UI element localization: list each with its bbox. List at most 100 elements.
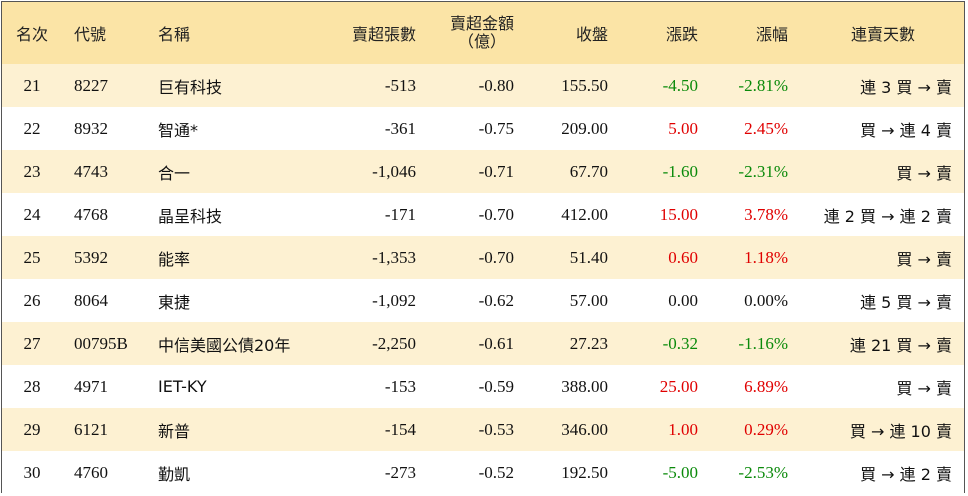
header-net-sell-amount-unit: （億）	[457, 32, 506, 51]
table-row: 22 8932 智通* -361 -0.75 209.00 5.00 2.45% 買 → 連 4…	[2, 107, 964, 150]
header-rank: 名次	[15, 25, 48, 44]
table-header: 名次 代號 名稱 賣超張數 賣超金額 （億） 收盤 漲跌 漲幅 連賣天數	[2, 2, 964, 64]
header-net-sell-lots: 賣超張數	[351, 25, 416, 44]
table-body: 21 8227 巨有科技 -513 -0.80 155.50 -4.50 -2.81% 連 3 …	[2, 64, 964, 494]
cell-code: 5392	[74, 247, 108, 267]
header-streak: 連賣天數	[850, 25, 915, 44]
cell-streak: 買 → 賣	[896, 378, 952, 398]
cell-change-pct: 3.78%	[744, 204, 788, 224]
cell-change-pct: -2.81%	[738, 75, 788, 95]
cell-net-sell-amount: -0.62	[478, 290, 514, 310]
table-row: 25 5392 能率 -1,353 -0.70 51.40 0.60 1.18% 買 → 賣	[2, 236, 964, 279]
table-row: 21 8227 巨有科技 -513 -0.80 155.50 -4.50 -2.81% 連 3 …	[2, 64, 964, 107]
cell-net-sell-lots: -513	[384, 75, 416, 95]
cell-streak: 買 → 賣	[896, 249, 952, 269]
cell-change-pct: -2.31%	[738, 161, 788, 181]
cell-change-pct: 0.00%	[744, 290, 788, 310]
cell-close: 346.00	[561, 419, 608, 439]
cell-net-sell-lots: -1,092	[372, 290, 416, 310]
cell-close: 67.70	[569, 161, 608, 181]
table-row: 30 4760 勤凱 -273 -0.52 192.50 -5.00 -2.53% 買 → 連 …	[2, 451, 964, 494]
cell-net-sell-amount: -0.52	[478, 462, 514, 482]
cell-rank: 27	[23, 333, 41, 353]
cell-net-sell-amount: -0.70	[478, 247, 514, 267]
cell-net-sell-lots: -153	[384, 376, 416, 396]
header-change-pct: 漲幅	[755, 25, 788, 44]
cell-change-pct: 0.29%	[744, 419, 788, 439]
cell-change: -0.32	[662, 333, 698, 353]
table-row: 23 4743 合一 -1,046 -0.71 67.70 -1.60 -2.31% 買 → 賣	[2, 150, 964, 193]
header-code: 代號	[74, 25, 107, 44]
cell-rank: 30	[23, 462, 41, 482]
table-row: 27 00795B 中信美國公債20年 -2,250 -0.61 27.23 -0.32 -1…	[2, 322, 964, 365]
header-change: 漲跌	[665, 25, 698, 44]
cell-net-sell-amount: -0.61	[478, 333, 514, 353]
header-close: 收盤	[575, 25, 608, 44]
header-net-sell-amount: 賣超金額 （億）	[422, 15, 522, 51]
cell-change-pct: -1.16%	[738, 333, 788, 353]
cell-code: 8227	[74, 75, 108, 95]
cell-net-sell-lots: -361	[384, 118, 416, 138]
cell-net-sell-lots: -1,353	[372, 247, 416, 267]
cell-code: 00795B	[74, 333, 128, 353]
cell-change: 1.00	[668, 419, 698, 439]
cell-change: 25.00	[659, 376, 698, 396]
cell-rank: 29	[23, 419, 41, 439]
cell-net-sell-lots: -2,250	[372, 333, 416, 353]
cell-code: 8932	[74, 118, 108, 138]
cell-net-sell-amount: -0.70	[478, 204, 514, 224]
cell-streak: 買 → 連 2 賣	[860, 464, 952, 484]
cell-streak: 連 21 買 → 賣	[849, 335, 952, 355]
cell-rank: 22	[23, 118, 41, 138]
cell-rank: 23	[23, 161, 41, 181]
cell-change: 15.00	[659, 204, 698, 224]
cell-close: 57.00	[569, 290, 608, 310]
header-name: 名稱	[158, 25, 191, 44]
cell-change: 0.60	[668, 247, 698, 267]
cell-name: IET-KY	[158, 377, 207, 396]
cell-net-sell-amount: -0.53	[478, 419, 514, 439]
table-row: 26 8064 東捷 -1,092 -0.62 57.00 0.00 0.00% 連 5 買 →…	[2, 279, 964, 322]
cell-streak: 買 → 連 10 賣	[849, 421, 952, 441]
cell-code: 4743	[74, 161, 108, 181]
cell-code: 4760	[74, 462, 108, 482]
cell-name: 東捷	[158, 292, 191, 312]
cell-net-sell-amount: -0.59	[478, 376, 514, 396]
cell-streak: 買 → 賣	[896, 163, 952, 183]
cell-change-pct: -2.53%	[738, 462, 788, 482]
cell-net-sell-amount: -0.71	[478, 161, 514, 181]
table-row: 24 4768 晶呈科技 -171 -0.70 412.00 15.00 3.78% 連 2 買…	[2, 193, 964, 236]
cell-net-sell-amount: -0.75	[478, 118, 514, 138]
cell-change: -1.60	[662, 161, 698, 181]
cell-rank: 26	[23, 290, 41, 310]
cell-net-sell-lots: -154	[384, 419, 416, 439]
cell-net-sell-lots: -273	[384, 462, 416, 482]
cell-name: 中信美國公債20年	[158, 335, 291, 355]
cell-name: 合一	[158, 163, 191, 183]
cell-close: 192.50	[561, 462, 608, 482]
cell-change: -5.00	[662, 462, 698, 482]
cell-net-sell-lots: -171	[384, 204, 416, 224]
cell-rank: 21	[23, 75, 41, 95]
cell-net-sell-amount: -0.80	[478, 75, 514, 95]
cell-name: 新普	[158, 421, 191, 441]
cell-name: 晶呈科技	[158, 206, 223, 226]
cell-name: 智通*	[158, 120, 199, 140]
cell-code: 4971	[74, 376, 108, 396]
cell-change-pct: 6.89%	[744, 376, 788, 396]
cell-close: 388.00	[561, 376, 608, 396]
table-row: 28 4971 IET-KY -153 -0.59 388.00 25.00 6.89% 買 →…	[2, 365, 964, 408]
cell-code: 4768	[74, 204, 108, 224]
cell-code: 8064	[74, 290, 108, 310]
cell-name: 巨有科技	[158, 77, 223, 97]
cell-streak: 連 3 買 → 賣	[860, 77, 952, 97]
cell-net-sell-lots: -1,046	[372, 161, 416, 181]
cell-code: 6121	[74, 419, 108, 439]
cell-close: 412.00	[561, 204, 608, 224]
cell-close: 51.40	[569, 247, 608, 267]
cell-close: 209.00	[561, 118, 608, 138]
cell-close: 27.23	[569, 333, 608, 353]
cell-close: 155.50	[561, 75, 608, 95]
cell-streak: 買 → 連 4 賣	[860, 120, 952, 140]
cell-change-pct: 2.45%	[744, 118, 788, 138]
